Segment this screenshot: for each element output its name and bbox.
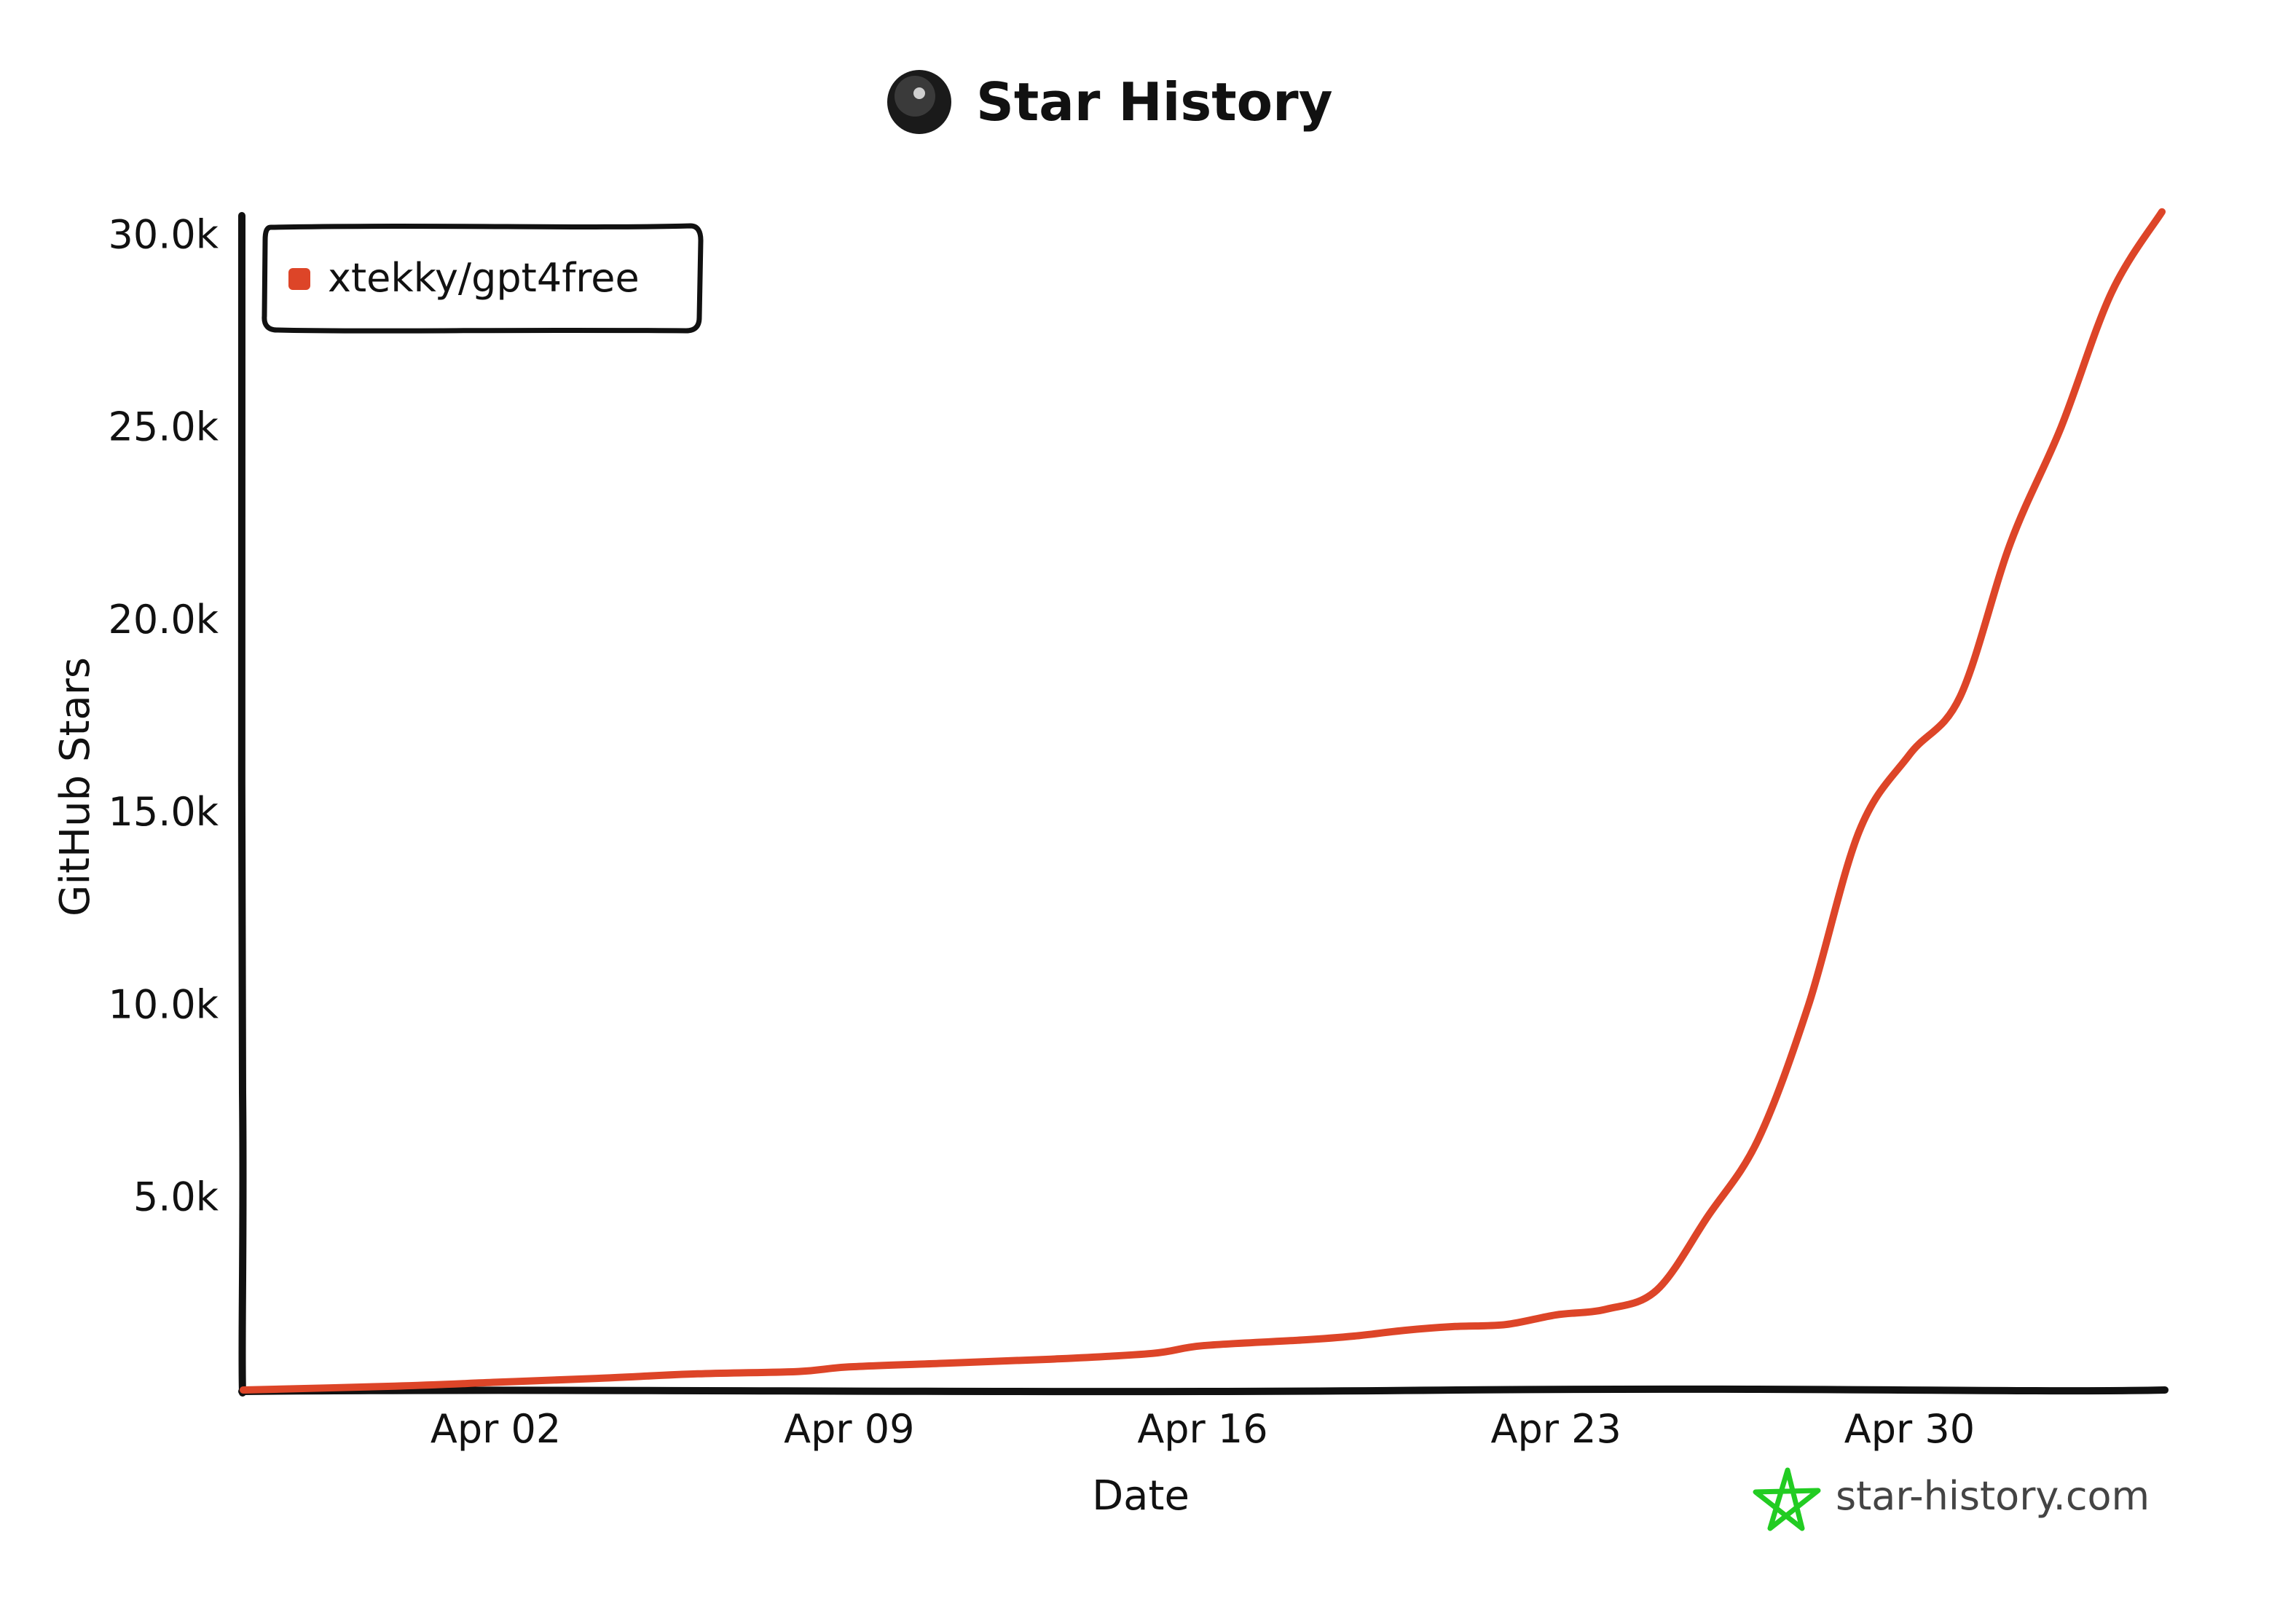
x-tick-label: Apr 30 bbox=[1844, 1406, 1975, 1452]
y-tick-label: 5.0k bbox=[133, 1174, 219, 1220]
x-axis-label: Date bbox=[1092, 1472, 1190, 1520]
legend-label: xtekky/gpt4free bbox=[328, 255, 640, 301]
x-axis-ticks: Apr 02 Apr 09 Apr 16 Apr 23 Apr 30 bbox=[430, 1406, 1975, 1452]
watermark: star-history.com bbox=[1753, 1467, 2150, 1531]
y-axis-line bbox=[237, 212, 247, 1397]
x-tick-label: Apr 02 bbox=[430, 1406, 561, 1452]
legend: xtekky/gpt4free bbox=[262, 223, 704, 334]
avatar-icon bbox=[887, 70, 951, 134]
x-tick-label: Apr 09 bbox=[784, 1406, 914, 1452]
y-tick-label: 10.0k bbox=[108, 981, 219, 1027]
watermark-text: star-history.com bbox=[1836, 1473, 2150, 1519]
series-line-gpt4free bbox=[240, 208, 2166, 1394]
x-tick-label: Apr 23 bbox=[1491, 1406, 1621, 1452]
y-axis-label: GitHub Stars bbox=[52, 657, 99, 916]
y-axis-ticks: 5.0k 10.0k 15.0k 20.0k 25.0k 30.0k bbox=[108, 211, 219, 1220]
chart-header: Star History bbox=[887, 70, 1333, 134]
x-tick-label: Apr 16 bbox=[1137, 1406, 1267, 1452]
axes bbox=[237, 212, 2169, 1397]
legend-box bbox=[262, 223, 704, 334]
star-icon bbox=[1753, 1467, 1821, 1531]
y-tick-label: 30.0k bbox=[108, 211, 219, 257]
x-axis-line bbox=[238, 1385, 2169, 1396]
y-tick-label: 25.0k bbox=[108, 404, 219, 450]
y-tick-label: 15.0k bbox=[108, 789, 219, 835]
chart-title: Star History bbox=[976, 71, 1333, 133]
y-tick-label: 20.0k bbox=[108, 597, 219, 643]
legend-swatch bbox=[288, 268, 310, 290]
